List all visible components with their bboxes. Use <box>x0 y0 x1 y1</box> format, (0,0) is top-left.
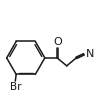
Text: Br: Br <box>10 82 21 92</box>
Text: N: N <box>86 49 94 59</box>
Text: O: O <box>53 37 62 47</box>
